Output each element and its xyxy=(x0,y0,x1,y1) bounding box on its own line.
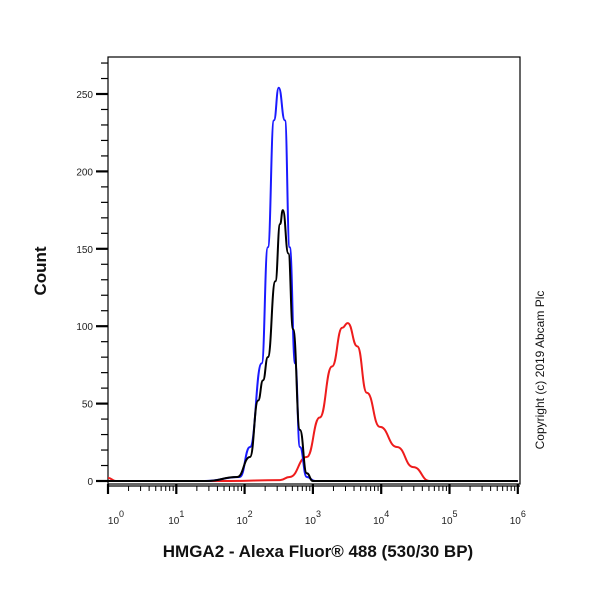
x-tick-exponent: 4 xyxy=(384,509,389,519)
x-tick-label: 103 xyxy=(305,509,321,527)
y-tick-label: 150 xyxy=(76,245,93,256)
copyright-text: Copyright (c) 2019 Abcam Plc xyxy=(533,291,547,450)
series-line-0 xyxy=(108,86,518,483)
x-tick-base: 10 xyxy=(237,516,249,527)
x-tick-exponent: 1 xyxy=(179,509,184,519)
x-tick-label: 104 xyxy=(373,509,389,527)
y-axis: 0 50 100 150 200 250 xyxy=(76,62,108,488)
x-tick-label: 101 xyxy=(168,509,184,527)
x-tick-exponent: 6 xyxy=(521,509,526,519)
x-tick-base: 10 xyxy=(441,516,453,527)
x-tick-base: 10 xyxy=(373,516,385,527)
plot-frame xyxy=(107,56,521,485)
x-tick-exponent: 3 xyxy=(316,509,321,519)
y-tick-label: 0 xyxy=(87,477,93,488)
x-tick-label: 100 xyxy=(108,509,124,527)
x-tick-base: 10 xyxy=(168,516,180,527)
y-tick-label: 50 xyxy=(82,400,94,411)
x-tick-base: 10 xyxy=(510,516,522,527)
x-tick-base: 10 xyxy=(305,516,317,527)
x-tick-exponent: 0 xyxy=(119,509,124,519)
x-tick-label: 102 xyxy=(237,509,253,527)
x-axis-label: HMGA2 - Alexa Fluor® 488 (530/30 BP) xyxy=(163,542,473,561)
y-tick-label: 100 xyxy=(76,322,93,333)
series-line-1 xyxy=(108,209,518,483)
y-tick-label: 200 xyxy=(76,167,93,178)
x-tick-exponent: 5 xyxy=(453,509,458,519)
series-line-2 xyxy=(107,322,518,483)
series-group xyxy=(107,86,518,483)
y-axis-label: Count xyxy=(31,246,50,295)
x-tick-base: 10 xyxy=(108,516,120,527)
x-tick-label: 105 xyxy=(441,509,457,527)
x-tick-label: 106 xyxy=(510,509,526,527)
y-tick-label: 250 xyxy=(76,90,93,101)
x-tick-exponent: 2 xyxy=(248,509,253,519)
